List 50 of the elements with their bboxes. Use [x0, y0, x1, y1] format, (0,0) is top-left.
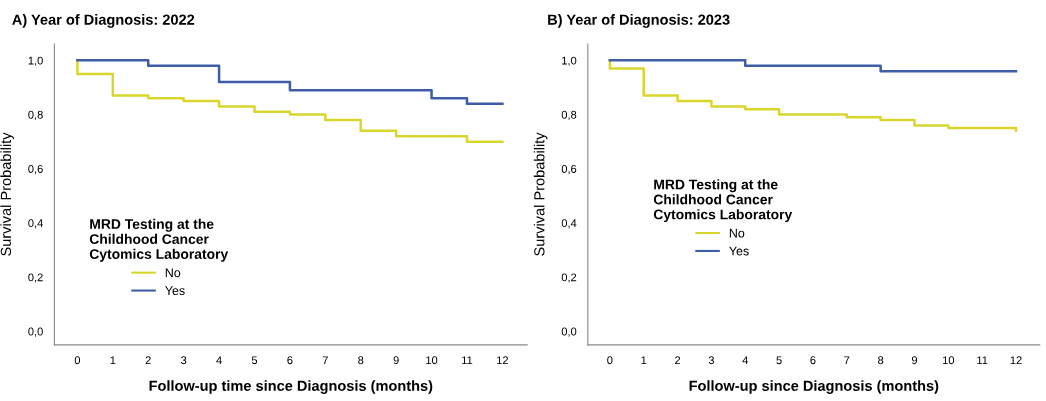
x-tick-label: 5	[776, 356, 782, 365]
x-tick-label: 7	[844, 356, 850, 365]
x-tick-label: 1	[641, 356, 647, 365]
y-tick-label: 1,0	[28, 56, 43, 66]
y-tick-label: 0,4	[28, 219, 43, 229]
x-tick-label: 9	[911, 356, 918, 365]
y-axis-title: Survival Probability	[0, 132, 14, 256]
x-tick-label: 2	[675, 356, 681, 365]
x-tick-label: 11	[462, 356, 473, 365]
y-tick-label: 0,6	[28, 165, 43, 175]
x-tick-label: 3	[708, 356, 714, 365]
x-tick-label: 5	[251, 356, 258, 365]
y-tick-label: 0,8	[28, 110, 43, 120]
x-tick-label: 3	[180, 356, 187, 365]
x-tick-label: 9	[393, 356, 399, 365]
x-tick-label: 0	[607, 356, 613, 365]
x-tick-label: 11	[977, 356, 988, 365]
y-tick-label: 0,2	[561, 273, 577, 283]
x-tick-label: 10	[426, 356, 438, 365]
legend-label: Yes	[729, 246, 749, 256]
y-tick-label: 0,0	[28, 327, 43, 337]
x-tick-label: 7	[322, 356, 328, 365]
x-tick-label: 8	[878, 356, 884, 365]
legend-label: No	[165, 268, 181, 278]
x-tick-label: 10	[943, 356, 955, 365]
chart-title: B) Year of Diagnosis: 2023	[548, 14, 730, 28]
y-tick-label: 0,2	[28, 273, 43, 283]
x-tick-label: 4	[742, 356, 749, 365]
x-tick-label: 12	[497, 356, 509, 365]
x-tick-label: 4	[216, 356, 222, 365]
x-tick-label: 6	[810, 356, 816, 365]
x-tick-label: 8	[358, 356, 364, 365]
legend-label: No	[729, 228, 745, 238]
chart-title: A) Year of Diagnosis: 2022	[12, 14, 195, 28]
x-tick-label: 12	[1010, 356, 1022, 365]
y-tick-label: 1,0	[562, 56, 577, 66]
x-tick-label: 6	[287, 356, 293, 365]
x-tick-label: 2	[145, 356, 151, 365]
legend-label: Yes	[165, 286, 185, 296]
y-tick-label: 0,6	[561, 165, 577, 175]
y-tick-label: 0,8	[561, 110, 577, 120]
y-axis-title: Survival Probability	[533, 132, 548, 256]
y-tick-label: 0,0	[561, 327, 577, 337]
x-tick-label: 0	[74, 356, 81, 365]
legend-title: MRD Testing at the Childhood Cancer Cytomics Laboratory	[89, 218, 229, 262]
x-axis-title: Follow-up time since Diagnosis (months)	[149, 380, 433, 394]
y-tick-label: 0,4	[561, 219, 577, 229]
x-tick-label: 1	[110, 356, 116, 365]
x-axis-title: Follow-up since Diagnosis (months)	[689, 380, 939, 394]
legend-title: MRD Testing at the Childhood Cancer Cytomics Laboratory	[653, 179, 793, 223]
